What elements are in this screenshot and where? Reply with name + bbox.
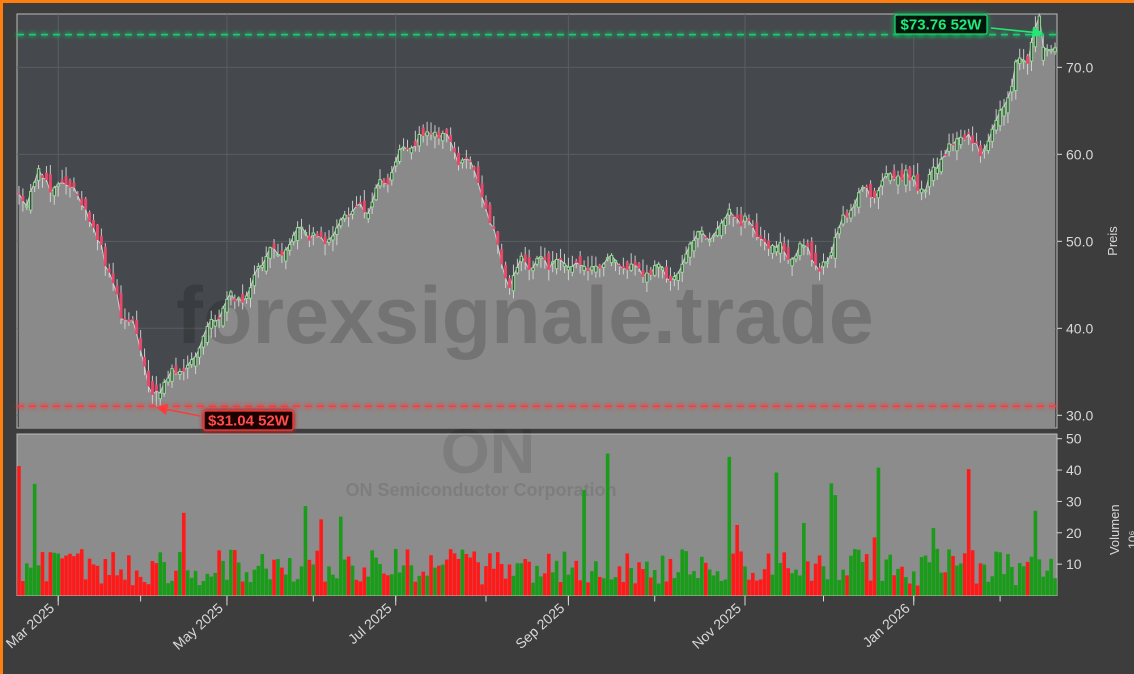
svg-text:40.0: 40.0 <box>1066 320 1093 336</box>
svg-text:30.0: 30.0 <box>1066 407 1093 423</box>
svg-text:$73.76 52W: $73.76 52W <box>901 17 983 34</box>
svg-text:60.0: 60.0 <box>1066 146 1093 162</box>
svg-text:50.0: 50.0 <box>1066 233 1093 249</box>
svg-text:$31.04 52W: $31.04 52W <box>208 413 290 430</box>
svg-text:10⁶: 10⁶ <box>1126 531 1134 549</box>
svg-text:70.0: 70.0 <box>1066 59 1093 75</box>
svg-text:10: 10 <box>1066 556 1082 572</box>
svg-text:Volumen: Volumen <box>1107 504 1122 555</box>
svg-text:50: 50 <box>1066 431 1082 447</box>
svg-text:ON Semiconductor Corporation: ON Semiconductor Corporation <box>345 480 616 500</box>
svg-text:Preis: Preis <box>1105 226 1120 256</box>
svg-text:40: 40 <box>1066 462 1082 478</box>
svg-text:forexsignale.trade: forexsignale.trade <box>176 271 874 361</box>
svg-text:30: 30 <box>1066 493 1082 509</box>
svg-text:20: 20 <box>1066 525 1082 541</box>
